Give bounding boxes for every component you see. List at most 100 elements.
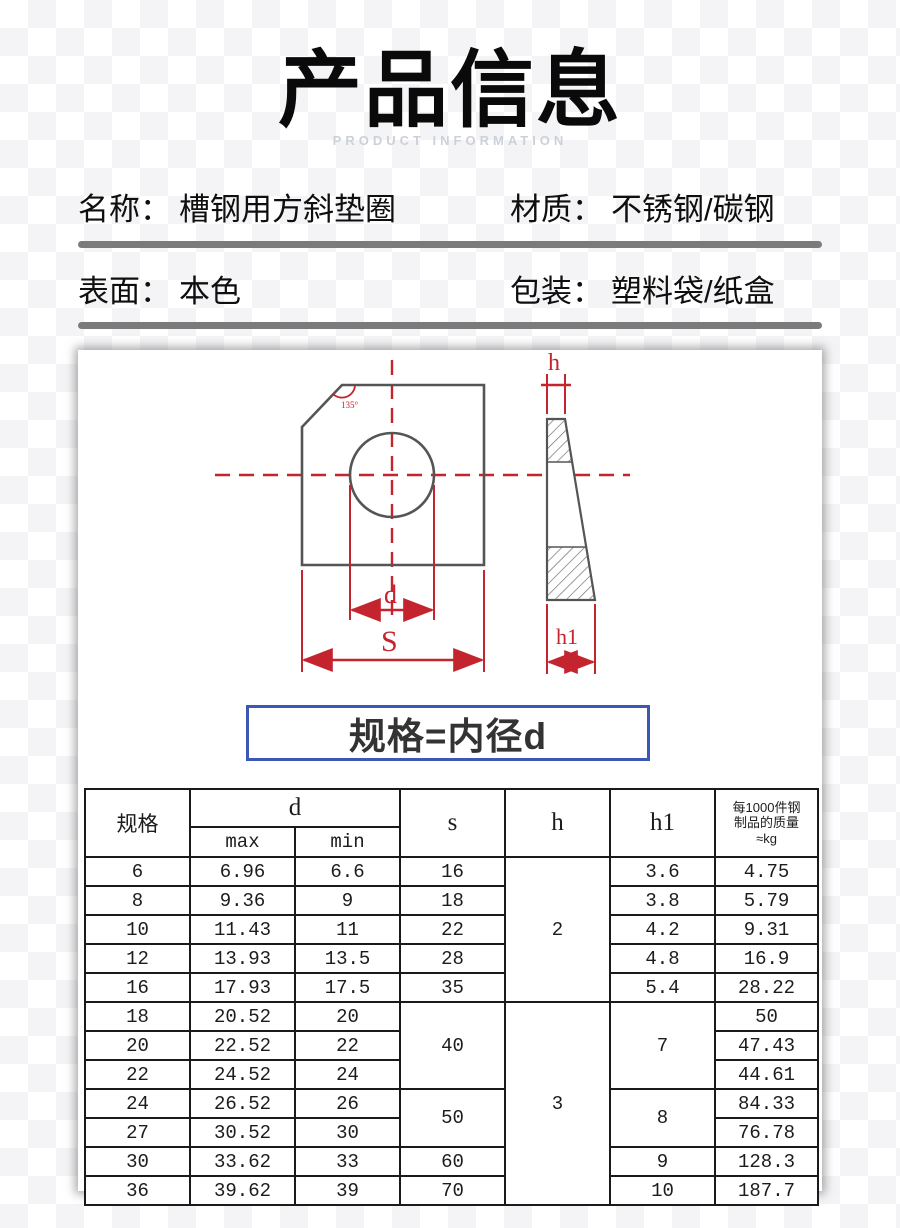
divider (78, 322, 822, 329)
name-label: 名称： (78, 192, 171, 227)
table-cell: 24 (84, 1088, 191, 1119)
table-cell: 47.43 (714, 1030, 819, 1061)
chamfer-angle-label: 135° (341, 400, 359, 410)
table-cell: 6 (84, 856, 191, 887)
table-cell: 13.5 (294, 943, 401, 974)
table-cell: 17.93 (189, 972, 296, 1003)
spec-note-text: 规格=内径d (348, 716, 548, 757)
col-header-weight: 每1000件钢 制品的质量 ≈kg (714, 788, 819, 858)
table-cell: 4.75 (714, 856, 819, 887)
name-value: 槽钢用方斜垫圈 (179, 192, 396, 227)
col-header-spec: 规格 (84, 788, 191, 858)
table-cell: 11 (294, 914, 401, 945)
table-row: 16 17.93 17.5 35 5.4 28.22 (84, 972, 819, 1003)
table-cell: 3.8 (609, 885, 716, 916)
table-row: 24 26.52 26 50 8 84.33 (84, 1088, 819, 1148)
table-cell: 16 (399, 856, 506, 887)
table-row: 12 13.93 13.5 28 4.8 16.9 (84, 943, 819, 974)
table-cell: 187.7 (714, 1175, 819, 1206)
surface-label: 表面： (78, 274, 171, 309)
table-cell: 44.61 (714, 1059, 819, 1090)
table-cell: 27 (84, 1117, 191, 1148)
table-cell: 9.31 (714, 914, 819, 945)
table-cell: 9 (294, 885, 401, 916)
table-row: 18 20.52 20 40 3 7 50 (84, 1001, 819, 1206)
table-cell: 26.52 (189, 1088, 296, 1119)
table-row: 30 33.62 33 60 9 128.3 (84, 1146, 819, 1177)
table-row: 36 39.62 39 70 10 187.7 (84, 1175, 819, 1206)
material-field: 材质： 不锈钢/碳钢 (510, 184, 822, 229)
table-cell-h1-merged: 7 (609, 1001, 716, 1090)
technical-drawing: 135° d S h h1 (215, 352, 630, 674)
h-dimension-label: h (548, 352, 560, 376)
table-cell: 39 (294, 1175, 401, 1206)
surface-field: 表面： 本色 (78, 266, 510, 311)
table-cell: 33.62 (189, 1146, 296, 1177)
col-header-h1: h1 (609, 788, 716, 858)
table-cell: 22 (399, 914, 506, 945)
table-row: 20 22.52 22 47.43 (84, 1030, 819, 1061)
table-cell: 17.5 (294, 972, 401, 1003)
weight-header-line1: 每1000件钢 (732, 799, 801, 815)
table-cell: 20.52 (189, 1001, 296, 1032)
table-cell: 3.6 (609, 856, 716, 887)
table-cell-h1-merged: 8 (609, 1088, 716, 1148)
table-cell: 35 (399, 972, 506, 1003)
table-cell: 6.96 (189, 856, 296, 887)
s-dimension-label: S (381, 625, 398, 658)
washer-front-outline (300, 383, 486, 567)
col-header-h: h (504, 788, 611, 858)
table-cell: 22.52 (189, 1030, 296, 1061)
info-row-1: 名称： 槽钢用方斜垫圈 材质： 不锈钢/碳钢 (78, 184, 822, 228)
surface-value: 本色 (179, 274, 241, 309)
d-dimension-label: d (384, 580, 397, 609)
table-cell: 24 (294, 1059, 401, 1090)
table-cell: 16 (84, 972, 191, 1003)
table-cell: 30 (84, 1146, 191, 1177)
table-cell: 5.79 (714, 885, 819, 916)
table-cell: 50 (714, 1001, 819, 1032)
table-row: 6 6.96 6.6 16 2 3.6 4.75 (84, 856, 819, 1003)
table-cell: 9.36 (189, 885, 296, 916)
table-cell: 20 (84, 1030, 191, 1061)
table-cell-s-merged: 50 (399, 1088, 506, 1148)
table-cell: 10 (609, 1175, 716, 1206)
page-title: 产品信息 (277, 43, 622, 137)
table-header-row-2: max min (85, 826, 818, 858)
table-cell: 84.33 (714, 1088, 819, 1119)
table-cell: 30.52 (189, 1117, 296, 1148)
dimension-table: 规格 d s h h1 每1000件钢 制品的质量 ≈kg max min 6 … (84, 788, 819, 1206)
info-row-2: 表面： 本色 包装： 塑料袋/纸盒 (78, 266, 822, 310)
table-cell: 28 (399, 943, 506, 974)
table-cell: 13.93 (189, 943, 296, 974)
col-header-dmax: max (189, 826, 296, 858)
table-cell: 4.8 (609, 943, 716, 974)
table-cell: 5.4 (609, 972, 716, 1003)
product-name-field: 名称： 槽钢用方斜垫圈 (78, 184, 510, 229)
washer-hole (348, 431, 436, 519)
page-subtitle: PRODUCT INFORMATION (332, 133, 568, 148)
table-cell: 8 (84, 885, 191, 916)
package-value: 塑料袋/纸盒 (611, 274, 775, 309)
side-hatch-top (546, 418, 574, 463)
table-cell: 9 (609, 1146, 716, 1177)
h1-dimension-label: h1 (556, 624, 578, 649)
table-cell: 10 (84, 914, 191, 945)
col-header-s: s (399, 788, 506, 858)
table-cell: 12 (84, 943, 191, 974)
table-cell: 16.9 (714, 943, 819, 974)
table-row: 8 9.36 9 18 3.8 5.79 (84, 885, 819, 916)
material-label: 材质： (510, 192, 603, 227)
package-label: 包装： (510, 274, 603, 309)
table-cell: 11.43 (189, 914, 296, 945)
chamfer-angle-arc (332, 384, 356, 399)
table-cell: 22 (84, 1059, 191, 1090)
package-field: 包装： 塑料袋/纸盒 (510, 266, 822, 311)
table-cell: 33 (294, 1146, 401, 1177)
table-cell: 22 (294, 1030, 401, 1061)
table-cell: 60 (399, 1146, 506, 1177)
table-cell-h-merged: 3 (504, 1001, 611, 1206)
table-cell: 26 (294, 1088, 401, 1119)
material-value: 不锈钢/碳钢 (611, 192, 775, 227)
